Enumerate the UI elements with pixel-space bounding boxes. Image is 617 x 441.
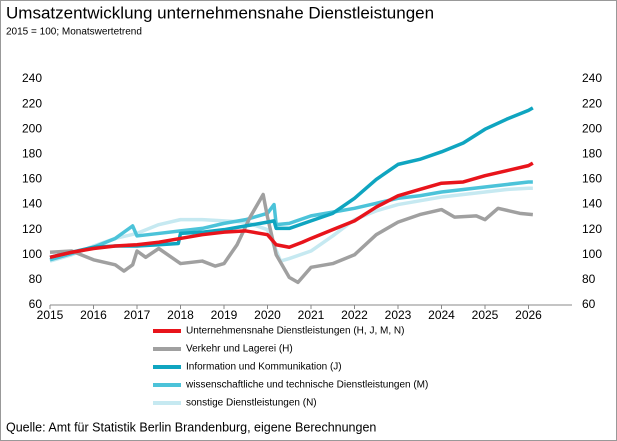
y2-tick-label: 180 (582, 147, 602, 161)
x-tick-label: 2020 (254, 308, 281, 322)
x-tick-label: 2015 (37, 308, 64, 322)
x-tick-label: 2018 (167, 308, 194, 322)
y-tick-label: 80 (29, 272, 43, 286)
x-tick-label: 2021 (298, 308, 325, 322)
y2-tick-label: 140 (582, 197, 602, 211)
x-tick-label: 2017 (124, 308, 151, 322)
legend-label: sonstige Dienstleistungen (N) (186, 398, 317, 409)
chart-title: Umsatzentwicklung unternehmensnahe Diens… (6, 3, 434, 22)
legend-label: Verkehr und Lagerei (H) (186, 344, 293, 355)
y2-tick-label: 160 (582, 172, 602, 186)
x-tick-label: 2019 (211, 308, 238, 322)
legend-label: wissenschaftliche und technische Dienstl… (185, 380, 428, 391)
legend-label: Unternehmensnahe Dienstleistungen (H, J,… (186, 326, 404, 337)
source: Quelle: Amt für Statistik Berlin Branden… (6, 420, 376, 434)
y-tick-label: 180 (22, 147, 42, 161)
y2-tick-label: 100 (582, 247, 602, 261)
y-tick-label: 60 (29, 297, 43, 311)
y-tick-label: 120 (22, 222, 42, 236)
y-tick-label: 200 (22, 121, 42, 135)
y2-tick-label: 200 (582, 121, 602, 135)
y2-tick-label: 60 (582, 297, 596, 311)
y2-tick-label: 120 (582, 222, 602, 236)
y2-tick-label: 80 (582, 272, 596, 286)
x-tick-label: 2024 (428, 308, 455, 322)
y-tick-label: 240 (22, 71, 42, 85)
y-tick-label: 160 (22, 172, 42, 186)
series-line (49, 192, 534, 285)
x-tick-label: 2026 (515, 308, 542, 322)
series-line (49, 161, 534, 259)
x-tick-label: 2016 (80, 308, 107, 322)
legend-label: Information und Kommunikation (J) (186, 362, 342, 373)
x-tick-label: 2025 (472, 308, 499, 322)
y2-tick-label: 220 (582, 96, 602, 110)
y-tick-label: 140 (22, 197, 42, 211)
x-tick-label: 2023 (385, 308, 412, 322)
y-tick-label: 220 (22, 96, 42, 110)
y-tick-label: 100 (22, 247, 42, 261)
chart-subtitle: 2015 = 100; Monatswertetrend (6, 27, 142, 38)
x-tick-label: 2022 (341, 308, 368, 322)
y2-tick-label: 240 (582, 71, 602, 85)
